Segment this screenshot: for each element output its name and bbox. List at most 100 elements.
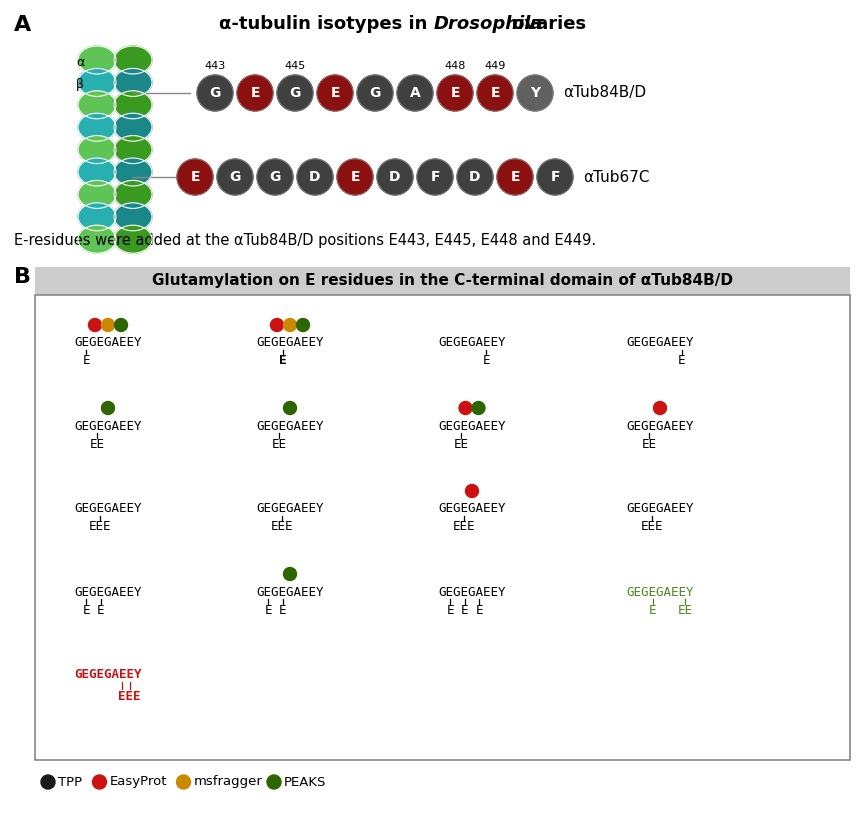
Text: G: G — [229, 170, 240, 184]
Text: GEGEGAEEY: GEGEGAEEY — [75, 337, 141, 350]
Ellipse shape — [78, 135, 116, 164]
Text: 443: 443 — [204, 61, 226, 71]
Ellipse shape — [114, 180, 152, 209]
Text: TPP: TPP — [58, 776, 82, 788]
Text: E: E — [279, 355, 286, 368]
Circle shape — [41, 775, 55, 789]
Text: EEE: EEE — [453, 521, 476, 534]
Text: EE: EE — [272, 438, 286, 451]
Text: GEGEGAEEY: GEGEGAEEY — [256, 585, 324, 598]
Text: α-tubulin isotypes in: α-tubulin isotypes in — [220, 15, 434, 33]
Ellipse shape — [78, 68, 116, 96]
Text: EEE: EEE — [89, 521, 111, 534]
Ellipse shape — [114, 158, 152, 186]
Circle shape — [357, 75, 393, 111]
Text: GEGEGAEEY: GEGEGAEEY — [256, 420, 324, 433]
Circle shape — [397, 75, 433, 111]
Circle shape — [277, 75, 313, 111]
Ellipse shape — [114, 135, 152, 164]
Text: EEE: EEE — [271, 521, 293, 534]
Text: A: A — [410, 86, 420, 100]
Circle shape — [176, 775, 190, 789]
Text: β: β — [76, 78, 84, 91]
Ellipse shape — [78, 46, 116, 74]
Text: E-residues were added at the αTub84B/D positions E443, E445, E448 and E449.: E-residues were added at the αTub84B/D p… — [14, 233, 596, 248]
Text: D: D — [389, 170, 401, 184]
Ellipse shape — [114, 203, 152, 231]
Ellipse shape — [114, 225, 152, 253]
Ellipse shape — [78, 225, 116, 253]
Ellipse shape — [78, 113, 116, 141]
Text: E: E — [82, 355, 90, 368]
Text: E: E — [483, 355, 490, 368]
Circle shape — [89, 319, 102, 332]
Text: 449: 449 — [484, 61, 506, 71]
Text: GEGEGAEEY: GEGEGAEEY — [256, 337, 324, 350]
Circle shape — [267, 775, 281, 789]
Circle shape — [537, 159, 573, 195]
Circle shape — [102, 402, 115, 415]
Circle shape — [437, 75, 473, 111]
Circle shape — [337, 159, 373, 195]
Text: GEGEGAEEY: GEGEGAEEY — [256, 503, 324, 516]
Circle shape — [271, 319, 284, 332]
Text: E: E — [279, 603, 286, 616]
Text: G: G — [209, 86, 220, 100]
Circle shape — [472, 402, 485, 415]
Text: GEGEGAEEY: GEGEGAEEY — [75, 668, 141, 681]
Text: G: G — [289, 86, 300, 100]
Text: E: E — [279, 355, 286, 368]
Text: GEGEGAEEY: GEGEGAEEY — [438, 585, 506, 598]
Circle shape — [459, 402, 472, 415]
Text: E: E — [250, 86, 260, 100]
FancyBboxPatch shape — [35, 295, 850, 760]
Circle shape — [102, 319, 115, 332]
Text: E: E — [490, 86, 500, 100]
Text: EEE: EEE — [118, 689, 141, 703]
Circle shape — [197, 75, 233, 111]
Circle shape — [93, 775, 107, 789]
Ellipse shape — [78, 90, 116, 119]
Text: GEGEGAEEY: GEGEGAEEY — [626, 585, 694, 598]
Circle shape — [654, 402, 667, 415]
Text: PEAKS: PEAKS — [284, 776, 326, 788]
Text: GEGEGAEEY: GEGEGAEEY — [626, 503, 694, 516]
Text: αTub84B/D: αTub84B/D — [563, 86, 646, 100]
Text: B: B — [14, 267, 31, 287]
Text: 445: 445 — [285, 61, 306, 71]
Ellipse shape — [78, 158, 116, 186]
Text: Glutamylation on E residues in the C-terminal domain of αTub84B/D: Glutamylation on E residues in the C-ter… — [153, 274, 733, 289]
Text: D: D — [470, 170, 481, 184]
Text: E: E — [510, 170, 520, 184]
Text: msfragger: msfragger — [194, 776, 262, 788]
Text: E: E — [447, 603, 454, 616]
Circle shape — [217, 159, 253, 195]
Ellipse shape — [114, 46, 152, 74]
Circle shape — [517, 75, 553, 111]
Text: E: E — [265, 603, 273, 616]
Text: αTub67C: αTub67C — [583, 170, 649, 184]
Circle shape — [297, 319, 310, 332]
Text: E: E — [351, 170, 359, 184]
Circle shape — [115, 319, 128, 332]
Circle shape — [457, 159, 493, 195]
Text: E: E — [450, 86, 460, 100]
Text: GEGEGAEEY: GEGEGAEEY — [75, 503, 141, 516]
Text: GEGEGAEEY: GEGEGAEEY — [438, 420, 506, 433]
Text: F: F — [431, 170, 440, 184]
Text: EE: EE — [678, 603, 693, 616]
Text: GEGEGAEEY: GEGEGAEEY — [75, 585, 141, 598]
Text: G: G — [269, 170, 280, 184]
Circle shape — [317, 75, 353, 111]
Circle shape — [237, 75, 273, 111]
Circle shape — [377, 159, 413, 195]
Ellipse shape — [114, 68, 152, 96]
Circle shape — [297, 159, 333, 195]
Circle shape — [497, 159, 533, 195]
Circle shape — [284, 567, 297, 580]
Circle shape — [477, 75, 513, 111]
Text: 448: 448 — [444, 61, 466, 71]
Text: EasyProt: EasyProt — [109, 776, 167, 788]
Text: G: G — [369, 86, 381, 100]
Text: F: F — [550, 170, 560, 184]
